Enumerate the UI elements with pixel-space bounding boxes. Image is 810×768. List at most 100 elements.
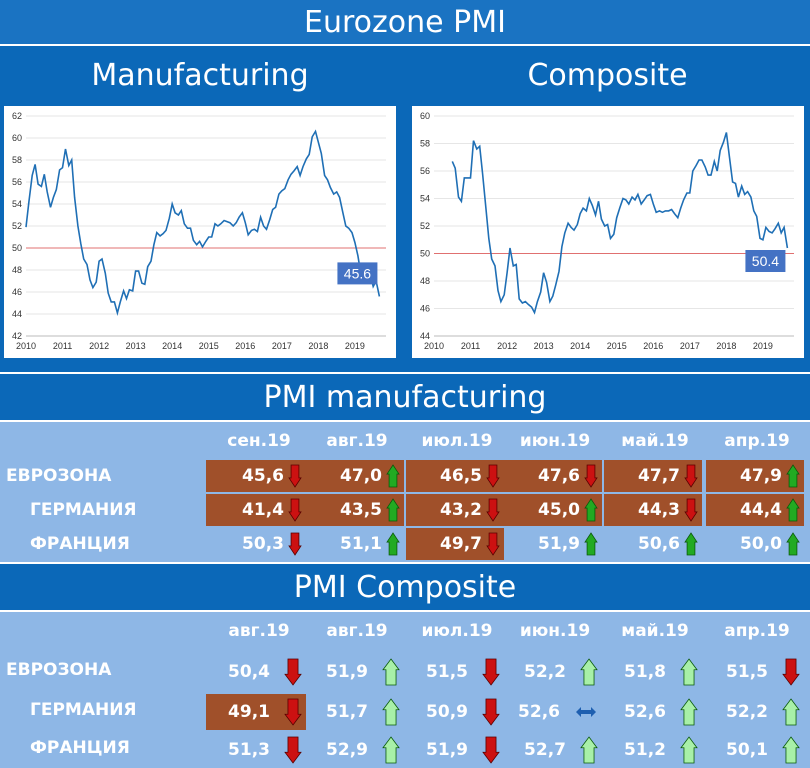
- arrow-down-icon: [486, 532, 500, 556]
- cell-value: 51,8: [624, 662, 666, 682]
- page-title-text: Eurozone PMI: [304, 4, 506, 40]
- manufacturing-chart-svg: 42 44 46 48 50 52 54 56 58 60 62 2010 2011 2012 2013 20…: [12, 111, 386, 351]
- arrow-up-icon: [680, 698, 698, 726]
- cell-value: 52,2: [524, 662, 566, 682]
- arrow-down-icon: [288, 532, 302, 556]
- table-cell: 52,6: [504, 694, 602, 730]
- x-tick-label: 2016: [643, 341, 663, 351]
- y-tick-label: 60: [12, 133, 22, 143]
- table-cell: 52,6: [604, 694, 702, 730]
- cell-value: 45,6: [242, 466, 284, 486]
- chart-subtitles: Manufacturing Composite: [0, 46, 810, 104]
- cell-value: 52,6: [518, 702, 560, 722]
- cell-value: 50,0: [740, 534, 782, 554]
- cell-value: 47,9: [740, 466, 782, 486]
- table-cell: 47,9: [706, 460, 804, 492]
- table-cell: 47,6: [504, 460, 602, 492]
- last-value-badge: [745, 250, 786, 272]
- row-label: ЕВРОЗОНА: [6, 466, 112, 486]
- column-header: май.19: [621, 621, 689, 641]
- y-tick-label: 48: [12, 265, 22, 275]
- cell-value: 43,5: [340, 500, 382, 520]
- composite-subtitle: Composite: [527, 57, 688, 93]
- cell-value: 51,9: [326, 662, 368, 682]
- manufacturing-table-title: PMI manufacturing: [0, 372, 810, 422]
- cell-value: 45,0: [538, 500, 580, 520]
- arrow-down-icon: [684, 464, 698, 488]
- cell-value: 51,3: [228, 740, 270, 760]
- column-header: июн.19: [519, 621, 591, 641]
- table-cell: 50,3: [206, 528, 306, 560]
- arrow-down-icon: [284, 698, 302, 726]
- x-tick-label: 2015: [199, 341, 219, 351]
- arrow-down-icon: [284, 736, 302, 764]
- y-tick-label: 44: [420, 331, 430, 341]
- table-cell: 49,7: [406, 528, 504, 560]
- series-line: [451, 132, 789, 315]
- cell-value: 46,5: [440, 466, 482, 486]
- y-tick-label: 58: [12, 155, 22, 165]
- column-header: авг.19: [326, 431, 388, 451]
- table-cell: 41,4: [206, 494, 306, 526]
- cell-value: 44,3: [638, 500, 680, 520]
- cell-value: 51,2: [624, 740, 666, 760]
- arrow-up-icon: [782, 736, 800, 764]
- table-cell: 51,5: [406, 654, 504, 690]
- arrow-left-right-icon: [576, 707, 596, 717]
- manufacturing-table-title-text: PMI manufacturing: [263, 379, 547, 415]
- cell-value: 51,7: [326, 702, 368, 722]
- y-tick-label: 42: [12, 331, 22, 341]
- table-cell: 49,1: [206, 694, 306, 730]
- table-cell: 52,2: [504, 654, 602, 690]
- y-tick-label: 46: [12, 287, 22, 297]
- column-header: июн.19: [519, 431, 591, 451]
- y-tick-label: 50: [420, 249, 430, 259]
- cell-value: 50,6: [638, 534, 680, 554]
- y-tick-label: 58: [420, 139, 430, 149]
- table-cell: 45,0: [504, 494, 602, 526]
- row-label: ФРАНЦИЯ: [30, 738, 130, 758]
- cell-value: 50,3: [242, 534, 284, 554]
- table-cell: 43,2: [406, 494, 504, 526]
- table-cell: 51,2: [604, 732, 702, 768]
- composite-table-title-text: PMI Composite: [293, 569, 517, 605]
- arrow-up-icon: [580, 658, 598, 686]
- x-tick-label: 2011: [461, 341, 480, 351]
- table-cell: 50,6: [604, 528, 702, 560]
- x-tick-label: 2017: [272, 341, 292, 351]
- arrow-down-icon: [584, 464, 598, 488]
- arrow-up-icon: [382, 736, 400, 764]
- composite-chart: 44 46 48 50 52 54 56 58 60 2010 2011 2012 2013 2014 20…: [412, 106, 804, 358]
- table-cell: 51,9: [306, 654, 404, 690]
- table-cell: 51,8: [604, 654, 702, 690]
- cell-value: 51,9: [538, 534, 580, 554]
- row-label: ЕВРОЗОНА: [6, 660, 112, 680]
- series-line: [25, 129, 381, 316]
- table-cell: 44,3: [604, 494, 702, 526]
- x-tick-label: 2012: [497, 341, 517, 351]
- arrow-up-icon: [382, 658, 400, 686]
- cell-value: 52,2: [726, 702, 768, 722]
- y-tick-label: 46: [420, 304, 430, 314]
- y-tick-label: 56: [420, 166, 430, 176]
- y-tick-label: 60: [420, 111, 430, 121]
- table-cell: 52,2: [706, 694, 804, 730]
- x-tick-label: 2014: [570, 341, 590, 351]
- page-title: Eurozone PMI: [0, 0, 810, 46]
- arrow-up-icon: [580, 736, 598, 764]
- table-cell: 44,4: [706, 494, 804, 526]
- arrow-down-icon: [482, 698, 500, 726]
- x-tick-label: 2013: [534, 341, 554, 351]
- table-cell: 47,7: [604, 460, 702, 492]
- column-header: апр.19: [724, 431, 790, 451]
- column-header: апр.19: [724, 621, 790, 641]
- arrow-up-icon: [786, 498, 800, 522]
- arrow-down-icon: [684, 498, 698, 522]
- x-tick-label: 2014: [162, 341, 182, 351]
- y-tick-label: 54: [12, 199, 22, 209]
- x-tick-label: 2019: [345, 341, 365, 351]
- cell-value: 41,4: [242, 500, 284, 520]
- cell-value: 51,5: [726, 662, 768, 682]
- manufacturing-subtitle: Manufacturing: [91, 57, 309, 93]
- table-cell: 47,0: [306, 460, 404, 492]
